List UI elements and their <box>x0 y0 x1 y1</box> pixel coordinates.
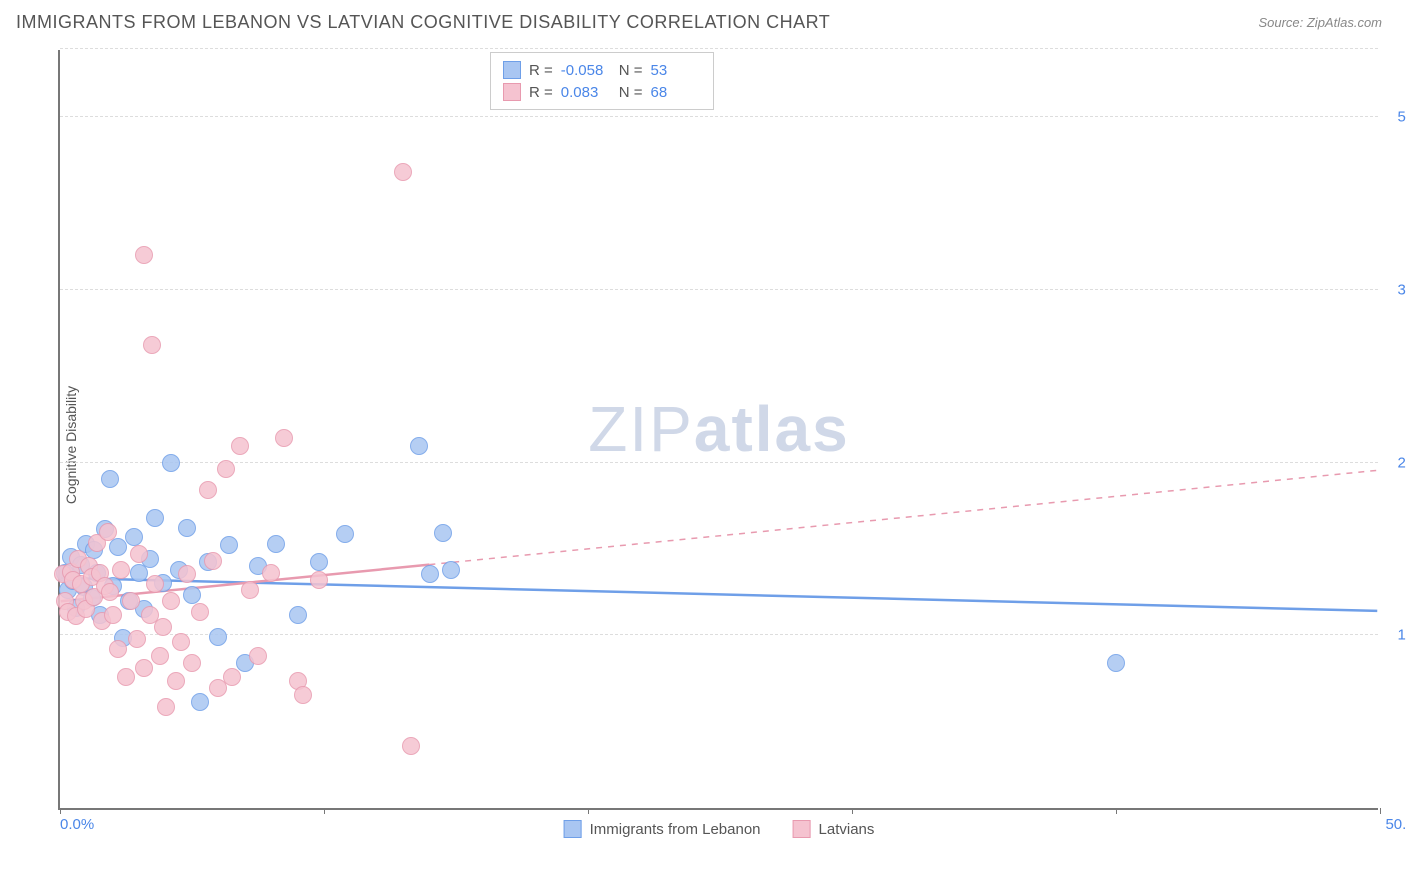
scatter-point <box>162 454 180 472</box>
x-tick-max: 50.0% <box>1385 816 1406 833</box>
scatter-point <box>336 525 354 543</box>
gridline <box>60 289 1378 290</box>
chart-title: IMMIGRANTS FROM LEBANON VS LATVIAN COGNI… <box>16 12 830 33</box>
scatter-point <box>289 606 307 624</box>
r-value-latvians: 0.083 <box>561 84 611 101</box>
scatter-point <box>1107 654 1125 672</box>
scatter-point <box>310 571 328 589</box>
scatter-point <box>434 524 452 542</box>
scatter-point <box>199 481 217 499</box>
scatter-point <box>143 336 161 354</box>
gridline <box>60 462 1378 463</box>
scatter-point <box>191 693 209 711</box>
scatter-point <box>154 618 172 636</box>
x-tick <box>852 808 853 814</box>
scatter-point <box>99 523 117 541</box>
gridline <box>60 634 1378 635</box>
scatter-point <box>223 668 241 686</box>
legend-stats-row: R = 0.083 N = 68 <box>503 81 701 103</box>
n-label: N = <box>619 84 643 101</box>
scatter-point <box>146 509 164 527</box>
x-tick <box>1116 808 1117 814</box>
scatter-point <box>267 535 285 553</box>
n-value-latvians: 68 <box>651 84 701 101</box>
scatter-point <box>410 437 428 455</box>
scatter-point <box>204 552 222 570</box>
chart-container: Cognitive Disability ZIPatlas R = -0.058… <box>46 50 1386 840</box>
r-label: R = <box>529 62 553 79</box>
scatter-point <box>275 429 293 447</box>
scatter-point <box>183 586 201 604</box>
x-tick <box>588 808 589 814</box>
legend-label-lebanon: Immigrants from Lebanon <box>590 821 761 838</box>
scatter-point <box>217 460 235 478</box>
legend-stats-box: R = -0.058 N = 53 R = 0.083 N = 68 <box>490 52 714 110</box>
scatter-point <box>241 581 259 599</box>
scatter-point <box>191 603 209 621</box>
scatter-point <box>125 528 143 546</box>
x-tick-min: 0.0% <box>60 816 94 833</box>
n-label: N = <box>619 62 643 79</box>
x-tick <box>324 808 325 814</box>
scatter-point <box>231 437 249 455</box>
scatter-point <box>402 737 420 755</box>
trend-lines <box>60 50 1378 808</box>
scatter-point <box>220 536 238 554</box>
x-tick <box>60 808 61 814</box>
scatter-point <box>421 565 439 583</box>
legend-label-latvians: Latvians <box>819 821 875 838</box>
legend-series: Immigrants from Lebanon Latvians <box>564 820 875 838</box>
y-tick-label: 25.0% <box>1397 454 1406 471</box>
scatter-point <box>130 545 148 563</box>
legend-item-lebanon: Immigrants from Lebanon <box>564 820 761 838</box>
y-tick-label: 50.0% <box>1397 109 1406 126</box>
scatter-point <box>101 583 119 601</box>
y-tick-label: 12.5% <box>1397 627 1406 644</box>
scatter-point <box>109 640 127 658</box>
y-tick-label: 37.5% <box>1397 281 1406 298</box>
scatter-point <box>209 628 227 646</box>
scatter-point <box>183 654 201 672</box>
scatter-point <box>394 163 412 181</box>
scatter-point <box>128 630 146 648</box>
legend-stats-row: R = -0.058 N = 53 <box>503 59 701 81</box>
scatter-point <box>146 575 164 593</box>
legend-swatch-latvians <box>503 83 521 101</box>
scatter-point <box>112 561 130 579</box>
scatter-point <box>262 564 280 582</box>
plot-area: ZIPatlas R = -0.058 N = 53 R = 0.083 N =… <box>58 50 1378 810</box>
scatter-point <box>162 592 180 610</box>
scatter-point <box>442 561 460 579</box>
scatter-point <box>101 470 119 488</box>
x-tick <box>1380 808 1381 814</box>
scatter-point <box>117 668 135 686</box>
scatter-point <box>167 672 185 690</box>
scatter-point <box>135 246 153 264</box>
scatter-point <box>122 592 140 610</box>
scatter-point <box>178 565 196 583</box>
scatter-point <box>151 647 169 665</box>
scatter-point <box>172 633 190 651</box>
scatter-point <box>294 686 312 704</box>
n-value-lebanon: 53 <box>651 62 701 79</box>
gridline <box>60 48 1378 49</box>
scatter-point <box>249 647 267 665</box>
gridline <box>60 116 1378 117</box>
legend-swatch-latvians <box>793 820 811 838</box>
legend-swatch-lebanon <box>564 820 582 838</box>
scatter-point <box>157 698 175 716</box>
scatter-point <box>310 553 328 571</box>
trend-line-dashed <box>429 470 1377 564</box>
scatter-point <box>109 538 127 556</box>
source-label: Source: ZipAtlas.com <box>1258 15 1382 30</box>
legend-swatch-lebanon <box>503 61 521 79</box>
scatter-point <box>135 659 153 677</box>
scatter-point <box>104 606 122 624</box>
scatter-point <box>178 519 196 537</box>
r-value-lebanon: -0.058 <box>561 62 611 79</box>
r-label: R = <box>529 84 553 101</box>
legend-item-latvians: Latvians <box>793 820 875 838</box>
